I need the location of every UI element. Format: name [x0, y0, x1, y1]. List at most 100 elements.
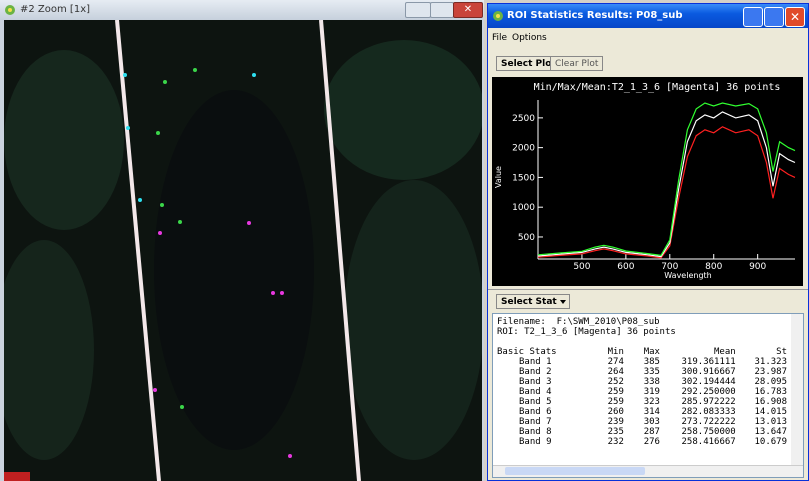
table-cell: 232 — [584, 437, 624, 447]
table-cell: 276 — [624, 437, 660, 447]
table-cell: 302.194444 — [660, 377, 736, 387]
table-cell: Mean — [660, 347, 736, 357]
table-cell: 13.647 — [736, 427, 787, 437]
menu-options[interactable]: Options — [512, 33, 547, 43]
horizontal-scrollbar[interactable] — [493, 465, 803, 477]
minimize-button[interactable] — [405, 2, 431, 18]
y-tick-label: 1000 — [512, 203, 535, 213]
app-icon — [492, 10, 504, 22]
table-cell: 16.908 — [736, 397, 787, 407]
zoom-image — [4, 20, 482, 481]
button-label: Select Plot — [501, 59, 556, 69]
filename-line: Filename: F:\SWM_2010\P08_sub — [497, 317, 787, 327]
table-cell: 259 — [584, 387, 624, 397]
zoom-window: #2 Zoom [1x] ✕ — [0, 0, 484, 481]
maximize-button[interactable] — [764, 7, 784, 27]
window-title: #2 Zoom [1x] — [20, 4, 90, 15]
x-tick-label: 900 — [749, 262, 766, 272]
dropdown-arrow — [560, 300, 566, 304]
y-tick-label: 2000 — [512, 144, 535, 154]
spectrum-line — [538, 103, 795, 255]
table-cell: 274 — [584, 357, 624, 367]
spectrum-line — [538, 127, 795, 258]
x-tick-label: 600 — [617, 262, 634, 272]
menu-file[interactable]: File — [492, 33, 507, 43]
table-cell: 252 — [584, 377, 624, 387]
plot-title: Min/Max/Mean:T2_1_3_6 [Magenta] 36 point… — [534, 82, 781, 93]
table-cell: 259 — [584, 397, 624, 407]
button-label: Select Stat — [501, 297, 557, 307]
close-button[interactable]: ✕ — [453, 2, 483, 18]
table-cell: 338 — [624, 377, 660, 387]
y-tick-label: 500 — [518, 233, 535, 243]
table-cell: Band 7 — [497, 417, 584, 427]
roi-line: ROI: T2_1_3_6 [Magenta] 36 points — [497, 327, 787, 337]
table-cell: 314 — [624, 407, 660, 417]
table-cell: 23.987 — [736, 367, 787, 377]
table-cell: 285.972222 — [660, 397, 736, 407]
maximize-button[interactable] — [430, 2, 454, 18]
table-cell: Band 3 — [497, 377, 584, 387]
table-cell: 31.323 — [736, 357, 787, 367]
vertical-scrollbar[interactable] — [791, 314, 803, 466]
minimize-button[interactable] — [743, 7, 763, 27]
title-bar: #2 Zoom [1x] ✕ — [0, 0, 484, 20]
y-tick-label: 2500 — [512, 114, 535, 124]
divider — [488, 289, 808, 290]
screen: #2 Zoom [1x] ✕ ROI Statistics Results: P… — [0, 0, 809, 481]
table-cell: 28.095 — [736, 377, 787, 387]
y-axis-label: Value — [494, 166, 503, 188]
table-cell: 292.250000 — [660, 387, 736, 397]
table-cell: Band 5 — [497, 397, 584, 407]
table-cell: 264 — [584, 367, 624, 377]
table-cell: 385 — [624, 357, 660, 367]
x-tick-label: 700 — [661, 262, 678, 272]
table-cell: 319.361111 — [660, 357, 736, 367]
close-button[interactable]: ✕ — [785, 7, 805, 27]
window-title: ROI Statistics Results: P08_sub — [507, 10, 683, 21]
table-cell: Band 2 — [497, 367, 584, 377]
table-cell: 235 — [584, 427, 624, 437]
table-cell: 258.416667 — [660, 437, 736, 447]
table-cell: Band 4 — [497, 387, 584, 397]
table-cell: Band 9 — [497, 437, 584, 447]
table-cell: Band 8 — [497, 427, 584, 437]
scroll-thumb[interactable] — [505, 467, 645, 475]
clear-plot-button[interactable]: Clear Plot — [550, 56, 603, 71]
table-cell: 300.916667 — [660, 367, 736, 377]
table-cell: 319 — [624, 387, 660, 397]
table-cell: 16.783 — [736, 387, 787, 397]
table-cell: St — [736, 347, 787, 357]
stats-window: ROI Statistics Results: P08_sub ✕ File O… — [487, 3, 809, 481]
table-cell: 323 — [624, 397, 660, 407]
table-cell: Band 1 — [497, 357, 584, 367]
table-cell: Band 6 — [497, 407, 584, 417]
stats-text: Filename: F:\SWM_2010\P08_sub ROI: T2_1_… — [497, 317, 787, 447]
table-cell: 13.013 — [736, 417, 787, 427]
x-axis-label: Wavelength — [664, 271, 711, 280]
table-cell: 282.083333 — [660, 407, 736, 417]
select-stat-button[interactable]: Select Stat — [496, 294, 570, 309]
table-cell: 273.722222 — [660, 417, 736, 427]
table-cell: 239 — [584, 417, 624, 427]
table-cell: 335 — [624, 367, 660, 377]
stats-text-panel: Filename: F:\SWM_2010\P08_sub ROI: T2_1_… — [492, 313, 804, 478]
spectrum-line — [538, 112, 795, 257]
table-cell: 260 — [584, 407, 624, 417]
title-bar: ROI Statistics Results: P08_sub ✕ — [488, 4, 808, 28]
y-tick-label: 1500 — [512, 173, 535, 183]
plot-area: Min/Max/Mean:T2_1_3_6 [Magenta] 36 point… — [492, 77, 803, 286]
x-tick-label: 500 — [573, 262, 590, 272]
table-cell: Min — [584, 347, 624, 357]
